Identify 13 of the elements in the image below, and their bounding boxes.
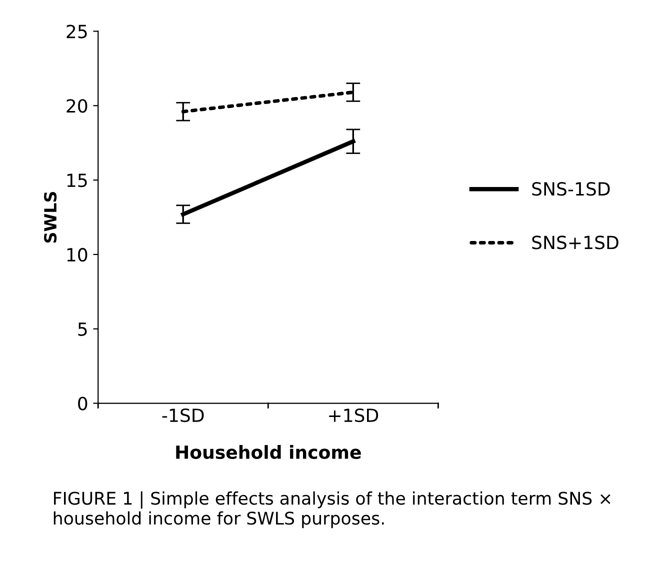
legend-label: SNS+1SD [532, 236, 618, 250]
y-tick-label: 0 [78, 396, 88, 410]
y-tick-label: 25 [66, 24, 87, 38]
y-tick-label: 10 [67, 248, 88, 262]
y-axis-title: SWLS [44, 192, 57, 243]
x-tick-label: -1SD [162, 408, 204, 422]
x-tick-label: +1SD [329, 408, 378, 422]
caption: FIGURE 1 | Simple effects analysis of the interaction term SNS × household income for SWLS purposes. [54, 491, 610, 528]
y-tick-label: 20 [66, 99, 88, 113]
x-axis-title: Household income [176, 445, 361, 460]
y-tick-label: 5 [78, 322, 87, 336]
y-tick-label: 15 [67, 174, 87, 188]
legend-label: SNS-1SD [532, 182, 610, 196]
